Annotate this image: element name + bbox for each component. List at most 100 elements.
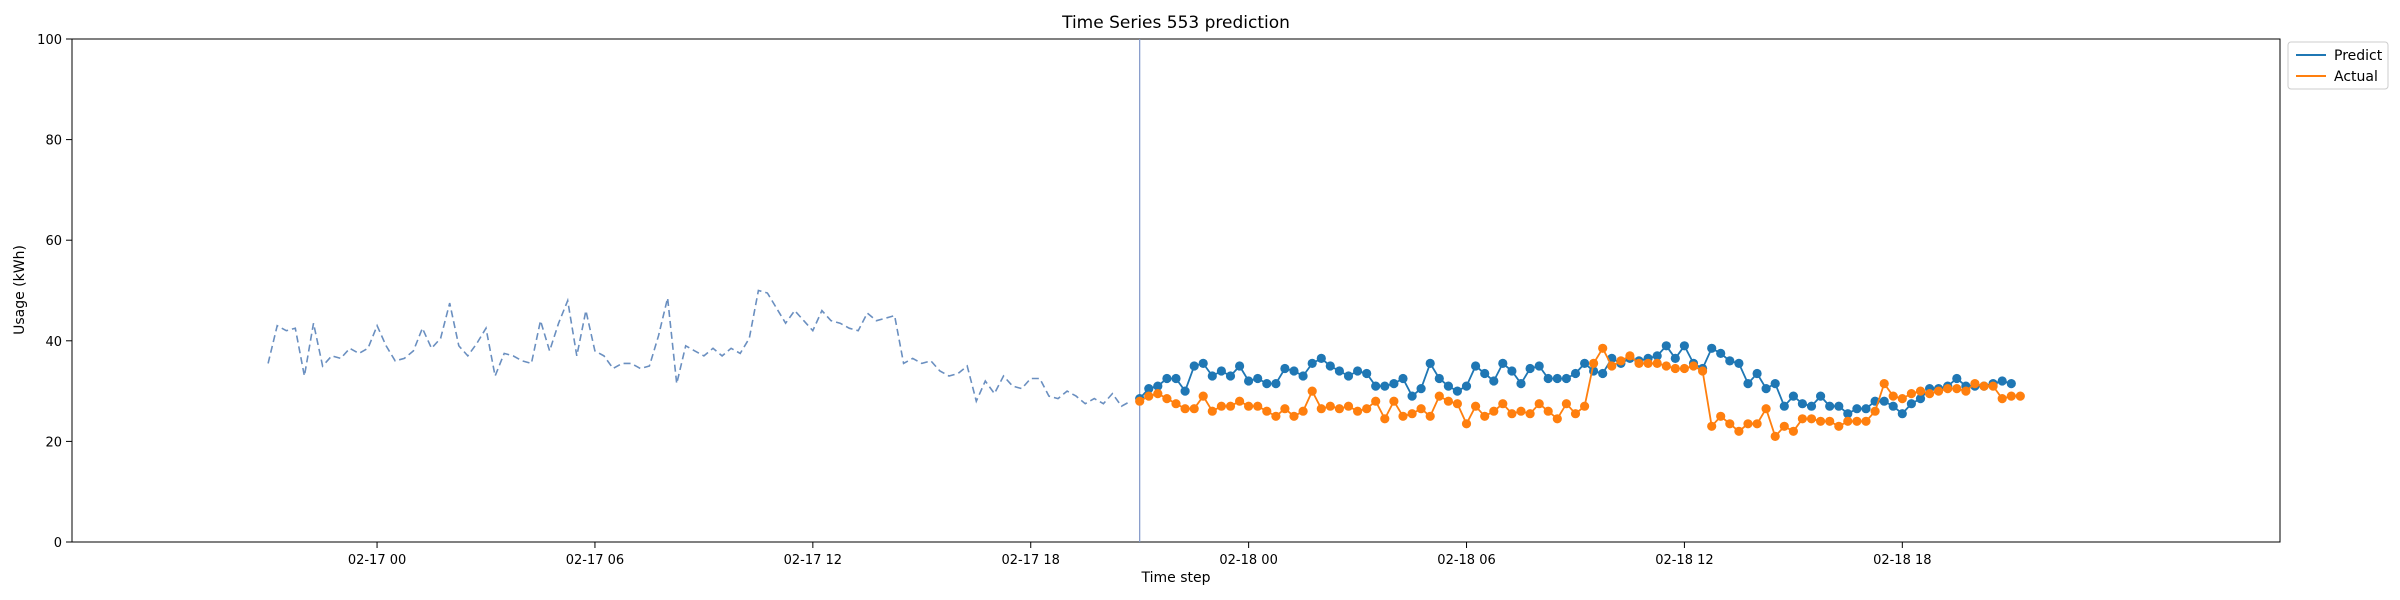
actual-series-point xyxy=(1407,409,1417,419)
actual-series-point xyxy=(1452,399,1462,409)
predict-series-point xyxy=(1307,358,1317,368)
actual-series-point xyxy=(1970,379,1980,389)
predict-series-point xyxy=(1407,391,1417,401)
predict-series-point xyxy=(1879,396,1889,406)
predict-series-point xyxy=(1507,366,1517,376)
y-tick-label: 40 xyxy=(45,335,62,350)
actual-series-point xyxy=(1253,401,1263,411)
series-layer xyxy=(267,39,2025,542)
actual-series-point xyxy=(1679,363,1689,374)
actual-series-point xyxy=(1806,414,1817,424)
predict-series-point xyxy=(1353,366,1363,376)
y-axis-label: Usage (kWh) xyxy=(12,245,28,335)
x-tick-label: 02-18 12 xyxy=(1655,553,1713,568)
predict-series-point xyxy=(1570,368,1581,379)
predict-series-point xyxy=(1952,373,1962,384)
actual-series-point xyxy=(1244,401,1254,411)
actual-series-point xyxy=(1371,396,1381,406)
predict-series-point xyxy=(1661,341,1671,351)
actual-series-point xyxy=(1688,361,1699,371)
predict-series-point xyxy=(1235,361,1245,371)
plot-area xyxy=(71,38,2281,543)
chart-title: Time Series 553 prediction xyxy=(1061,13,1290,33)
predict-series xyxy=(1135,341,2016,419)
actual-series-point xyxy=(1915,386,1926,396)
predict-series-point xyxy=(1761,384,1771,394)
predict-series-point xyxy=(1861,404,1871,414)
actual-series-point xyxy=(1752,419,1762,429)
actual-series-point xyxy=(1480,411,1490,421)
predict-series-point xyxy=(1779,401,1789,411)
actual-series-point xyxy=(1943,384,1953,394)
actual-series xyxy=(1135,343,2025,441)
predict-series-point xyxy=(1380,381,1390,391)
actual-series-point xyxy=(1770,431,1780,441)
actual-series-point xyxy=(1825,416,1835,426)
predict-series-point xyxy=(1516,379,1526,389)
actual-series-point xyxy=(1534,399,1544,409)
actual-series-point xyxy=(1952,384,1962,394)
actual-series-point xyxy=(1779,421,1789,431)
predict-series-point xyxy=(1679,341,1689,351)
predict-series-point xyxy=(1561,373,1571,384)
predict-series-point xyxy=(1816,391,1826,401)
x-axis: 02-17 00 02-17 06 02-17 12 02-17 18 02-18 00… xyxy=(348,542,1932,568)
actual-series-point xyxy=(1716,411,1726,421)
predict-series-point xyxy=(1716,348,1726,358)
predict-series-point xyxy=(1153,381,1163,391)
y-axis: 0 20 40 60 80 100 xyxy=(37,33,72,551)
actual-series-point xyxy=(1580,401,1590,411)
legend-label-actual: Actual xyxy=(2334,69,2378,85)
predict-series-point xyxy=(1734,358,1744,368)
actual-series-point xyxy=(1325,401,1335,411)
predict-series-point xyxy=(1271,379,1281,389)
predict-series-point xyxy=(1897,409,1907,419)
actual-series-point xyxy=(1852,416,1862,426)
actual-series-point xyxy=(1670,363,1680,374)
actual-series-point xyxy=(1353,406,1363,416)
x-axis-label: Time step xyxy=(1141,570,1211,586)
predict-series-point xyxy=(1471,361,1481,371)
x-tick-label: 02-18 18 xyxy=(1873,553,1931,568)
actual-series-point xyxy=(1543,406,1553,416)
actual-series-point xyxy=(2006,391,2016,401)
predict-series-point xyxy=(1189,361,1199,371)
predict-series-point xyxy=(1825,401,1835,411)
actual-series-point xyxy=(1207,406,1217,416)
actual-series-point xyxy=(1707,421,1717,431)
actual-series-point xyxy=(1888,391,1898,401)
predict-series-point xyxy=(1198,358,1208,368)
actual-series-point xyxy=(1816,416,1826,426)
actual-series-point xyxy=(1280,404,1290,414)
actual-series-point xyxy=(1552,414,1562,424)
predict-series-point xyxy=(1343,371,1354,381)
actual-series-point xyxy=(1198,391,1208,401)
actual-series-point xyxy=(1661,361,1671,371)
actual-series-point xyxy=(1561,399,1571,409)
predict-series-point xyxy=(1425,358,1435,368)
predict-series-point xyxy=(1480,368,1490,379)
predict-series-point xyxy=(1225,371,1236,381)
y-tick-label: 80 xyxy=(45,134,62,149)
actual-series-point xyxy=(1570,409,1581,419)
predict-series-point xyxy=(1362,368,1372,379)
predict-series-point xyxy=(1788,391,1798,401)
actual-series-point xyxy=(1180,404,1190,414)
predict-series-point xyxy=(2006,379,2016,389)
actual-series-point xyxy=(1216,401,1226,411)
predict-series-point xyxy=(1915,394,1926,404)
x-tick-label: 02-17 18 xyxy=(1002,553,1060,568)
predict-series-point xyxy=(1552,373,1562,384)
actual-series-point xyxy=(1788,426,1798,436)
predict-series-point xyxy=(1434,373,1444,384)
actual-series-point xyxy=(1516,406,1526,416)
predict-series-point xyxy=(1316,353,1326,363)
actual-series-point xyxy=(1507,409,1517,419)
actual-series-point xyxy=(1235,396,1245,406)
predict-series-point xyxy=(1997,376,2007,386)
y-tick-label: 100 xyxy=(37,33,62,48)
predict-series-point xyxy=(1389,379,1399,389)
actual-series-point xyxy=(1861,416,1871,426)
